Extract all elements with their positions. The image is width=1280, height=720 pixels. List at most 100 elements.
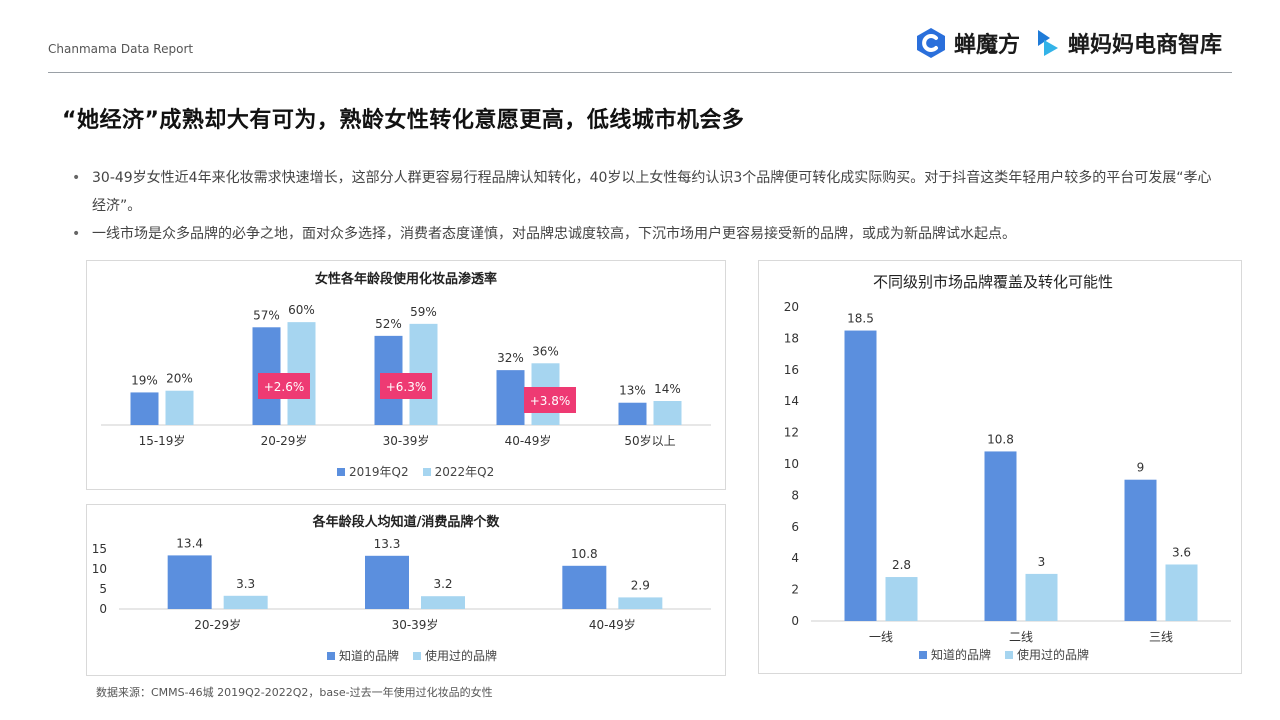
y-tick-label: 10 (92, 562, 107, 576)
category-label: 一线 (869, 630, 893, 644)
bar (653, 401, 682, 425)
bar (496, 370, 525, 425)
bar (223, 595, 268, 609)
bar (165, 390, 194, 425)
y-tick-label: 0 (99, 602, 107, 616)
category-label: 三线 (1149, 630, 1173, 644)
page-title: “她经济”成熟却大有可为，熟龄女性转化意愿更高，低线城市机会多 (62, 108, 745, 133)
legend-label: 2022年Q2 (434, 465, 495, 479)
brand-text: Chanmama Data Report (48, 42, 194, 56)
data-label: 2.8 (892, 558, 911, 572)
chanmama-logo-text: 蝉妈妈电商智库 (1067, 33, 1222, 58)
legend-item: 2022年Q2 (422, 463, 495, 480)
data-source-note: 数据来源：CMMS-46城 2019Q2-2022Q2，base-过去一年使用过… (96, 686, 493, 699)
bar (130, 392, 159, 425)
data-label: 9 (1137, 461, 1145, 475)
category-label: 40-49岁 (505, 433, 552, 448)
data-label: 3 (1038, 555, 1046, 569)
chart-title: 女性各年龄段使用化妆品渗透率 (315, 271, 497, 287)
legend-label: 2019年Q2 (349, 465, 409, 479)
y-tick-label: 2 (791, 583, 799, 597)
category-label: 50岁以上 (624, 433, 675, 448)
header-divider (48, 72, 1232, 73)
category-label: 二线 (1009, 630, 1033, 644)
bullet-item: 一线市场是众多品牌的必争之地，面对众多选择，消费者态度谨慎，对品牌忠诚度较高，下… (72, 220, 1222, 248)
age-brand-legend: 知道的品牌 使用过的品牌 (327, 647, 497, 664)
legend-item: 知道的品牌 (919, 646, 991, 663)
y-tick-label: 6 (791, 520, 799, 534)
y-tick-label: 12 (784, 426, 799, 440)
legend-item: 2019年Q2 (337, 463, 409, 480)
bar (562, 565, 607, 609)
chanmofang-logo-text: 蝉魔方 (953, 33, 1020, 58)
growth-badge (524, 387, 576, 413)
data-label: 13.4 (176, 536, 203, 550)
chanmama-logo-icon (1037, 30, 1058, 56)
data-label: 59% (410, 305, 437, 319)
bar (1124, 479, 1157, 621)
growth-badge-label: +3.8% (530, 394, 571, 408)
legend-swatch-light (422, 467, 431, 476)
category-label: 30-39岁 (383, 433, 430, 448)
y-tick-label: 18 (784, 331, 799, 345)
city-tier-chart-panel: 不同级别市场品牌覆盖及转化可能性 0 2 4 6 8 10 12 14 16 18 20 18.5 2.8… (758, 260, 1242, 674)
legend-item: 使用过的品牌 (413, 647, 497, 664)
legend-item: 使用过的品牌 (1005, 646, 1089, 663)
legend-item: 知道的品牌 (327, 647, 399, 664)
data-label: 14% (654, 382, 681, 396)
data-label: 3.3 (236, 577, 255, 591)
chanmama-logo: 蝉妈妈电商智库 (1032, 26, 1222, 60)
chanmofang-logo: 蝉魔方 (914, 26, 1020, 60)
legend-swatch-dark (919, 650, 927, 659)
category-label: 15-19岁 (139, 433, 186, 448)
data-label: 20% (166, 372, 193, 386)
bar (984, 451, 1017, 621)
data-label: 57% (253, 308, 280, 322)
data-label: 13.3 (374, 537, 401, 551)
data-label: 60% (288, 303, 315, 317)
bar (885, 577, 918, 621)
penetration-legend: 2019年Q2 2022年Q2 (337, 463, 494, 480)
category-label: 20-29岁 (194, 617, 241, 632)
legend-label: 知道的品牌 (339, 649, 400, 663)
legend-swatch-light (413, 651, 422, 660)
bar (1025, 573, 1058, 621)
logo-group: 蝉魔方 蝉妈妈电商智库 (914, 26, 1222, 60)
category-label: 40-49岁 (589, 617, 636, 632)
bullet-item: 30-49岁女性近4年来化妆需求快速增长，这部分人群更容易行程品牌认知转化，40… (72, 164, 1222, 220)
bullet-list: 30-49岁女性近4年来化妆需求快速增长，这部分人群更容易行程品牌认知转化，40… (72, 164, 1222, 248)
chart-title: 各年龄段人均知道/消费品牌个数 (312, 514, 501, 530)
y-tick-label: 16 (784, 363, 799, 377)
y-tick-label: 0 (791, 614, 799, 628)
bar (844, 330, 877, 621)
y-tick-label: 20 (784, 300, 799, 314)
age-brand-chart-panel: 各年龄段人均知道/消费品牌个数 0 5 10 15 13.4 3.3 20-29岁 13.3 3.… (86, 504, 726, 676)
bar (1165, 564, 1198, 621)
y-tick-label: 4 (791, 551, 799, 565)
data-label: 3.2 (433, 577, 452, 591)
y-tick-label: 10 (784, 457, 799, 471)
data-label: 19% (131, 373, 158, 387)
penetration-chart: 女性各年龄段使用化妆品渗透率 19% 20% 15-19岁 57% 60% 20-29岁 52… (101, 271, 711, 448)
chanmofang-logo-icon (916, 28, 945, 58)
y-tick-label: 14 (784, 394, 799, 408)
data-label: 32% (497, 351, 524, 365)
data-label: 36% (532, 344, 559, 358)
data-label: 10.8 (571, 547, 598, 561)
data-label: 2.9 (631, 578, 650, 592)
legend-label: 知道的品牌 (931, 648, 992, 662)
legend-swatch-light (1005, 650, 1014, 659)
growth-badge (258, 373, 310, 399)
data-label: 18.5 (847, 312, 874, 326)
growth-badge (380, 373, 432, 399)
bar (365, 555, 409, 609)
data-label: 10.8 (987, 432, 1014, 446)
legend-label: 使用过的品牌 (1017, 648, 1090, 662)
city-tier-chart: 不同级别市场品牌覆盖及转化可能性 0 2 4 6 8 10 12 14 16 18 20 18.5 2.8… (784, 273, 1231, 644)
bar (618, 402, 647, 425)
data-label: 3.6 (1172, 545, 1191, 559)
y-tick-label: 5 (99, 582, 107, 596)
chart-title: 不同级别市场品牌覆盖及转化可能性 (873, 273, 1113, 291)
bar (167, 555, 212, 609)
data-label: 13% (619, 384, 646, 398)
